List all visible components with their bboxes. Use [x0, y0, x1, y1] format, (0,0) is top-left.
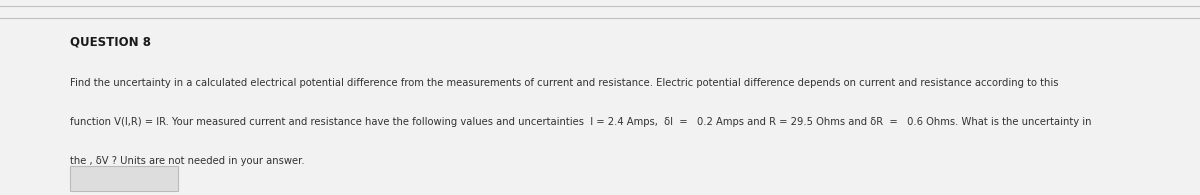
Text: function V(I,R) = IR. Your measured current and resistance have the following va: function V(I,R) = IR. Your measured curr… [70, 117, 1091, 127]
Text: QUESTION 8: QUESTION 8 [70, 35, 151, 48]
Text: Find the uncertainty in a calculated electrical potential difference from the me: Find the uncertainty in a calculated ele… [70, 78, 1058, 88]
Text: the , δV ? Units are not needed in your answer.: the , δV ? Units are not needed in your … [70, 156, 305, 166]
FancyBboxPatch shape [70, 166, 178, 191]
